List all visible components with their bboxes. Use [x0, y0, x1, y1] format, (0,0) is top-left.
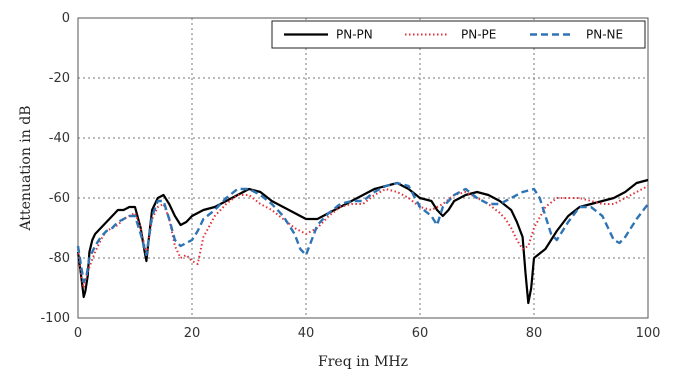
y-tick-label: -80 — [49, 251, 70, 266]
plot-border — [77, 17, 649, 319]
legend: PN-PN PN-PE PN-NE — [271, 20, 646, 49]
series-line-pn-pe — [77, 185, 649, 289]
y-tick-label: -100 — [40, 311, 70, 326]
plot-frame — [77, 17, 649, 319]
legend-label: PN-PE — [461, 28, 496, 42]
legend-label: PN-NE — [586, 28, 623, 42]
series-line-pn-ne — [76, 181, 649, 284]
x-tick-label: 80 — [526, 326, 543, 341]
y-tick-label: -60 — [49, 191, 70, 206]
y-tick-label: -20 — [49, 71, 70, 86]
x-tick-label: 100 — [636, 326, 661, 341]
y-axis-title: Attenuation in dB — [18, 106, 34, 232]
tick-labels: 0 -20 -40 -60 -80 -100 0 20 40 60 80 100 — [40, 11, 660, 341]
x-tick-label: 40 — [298, 326, 315, 341]
x-tick-label: 60 — [412, 326, 429, 341]
y-tick-label: -40 — [49, 131, 70, 146]
grid-layer — [78, 18, 648, 318]
x-tick-label: 0 — [74, 326, 82, 341]
series-line-pn-pn — [76, 178, 649, 305]
x-axis-title: Freq in MHz — [318, 354, 408, 370]
series-layer — [76, 178, 649, 305]
legend-label: PN-PN — [336, 28, 373, 42]
x-tick-label: 20 — [184, 326, 201, 341]
y-tick-label: 0 — [62, 11, 70, 26]
legend-box — [271, 20, 646, 49]
